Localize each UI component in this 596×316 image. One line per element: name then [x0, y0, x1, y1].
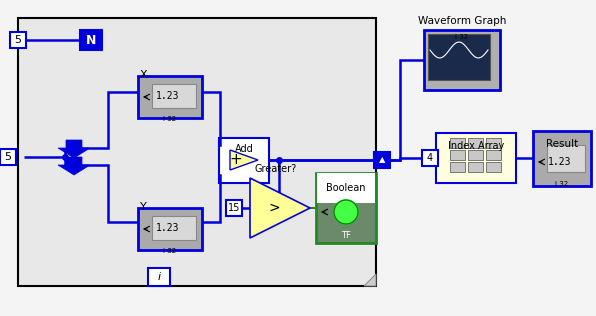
Bar [450, 150, 465, 160]
Text: I 32: I 32 [455, 34, 468, 40]
Text: X: X [140, 70, 148, 80]
Text: Result: Result [546, 139, 578, 149]
Text: I 32: I 32 [163, 248, 176, 254]
Text: TF: TF [341, 230, 351, 240]
Text: Index Array: Index Array [448, 141, 504, 151]
Bar [18, 18, 376, 286]
Bar [0, 149, 16, 165]
Bar [428, 34, 490, 80]
Polygon shape [58, 140, 90, 158]
Bar [219, 138, 269, 183]
Bar [80, 30, 102, 50]
Text: >: > [268, 201, 280, 215]
Bar [152, 216, 196, 240]
Text: N: N [86, 33, 96, 46]
Text: Y: Y [140, 202, 147, 212]
Bar [468, 150, 483, 160]
Text: Boolean: Boolean [326, 183, 366, 193]
Bar [316, 173, 376, 243]
Bar [138, 208, 202, 250]
Bar [138, 76, 202, 118]
Bar [226, 200, 242, 216]
Text: Add: Add [235, 144, 253, 154]
Bar [547, 145, 585, 172]
Bar [422, 150, 438, 166]
Polygon shape [250, 178, 310, 238]
Text: I 32: I 32 [555, 181, 569, 187]
Bar [374, 152, 390, 168]
Bar [148, 268, 170, 286]
Bar [486, 150, 501, 160]
Bar [468, 162, 483, 172]
Text: 1.23: 1.23 [156, 91, 179, 101]
Bar [468, 138, 483, 148]
Text: Waveform Graph: Waveform Graph [418, 16, 506, 26]
Bar [486, 138, 501, 148]
Text: 4: 4 [427, 153, 433, 163]
Bar [533, 131, 591, 186]
Bar [436, 133, 516, 183]
Text: i: i [157, 272, 160, 282]
Bar [486, 162, 501, 172]
Bar [10, 32, 26, 48]
Bar [450, 162, 465, 172]
Circle shape [334, 200, 358, 224]
Bar [450, 138, 465, 148]
Text: 1.23: 1.23 [156, 223, 179, 233]
Text: ▲: ▲ [378, 155, 385, 165]
Text: I 32: I 32 [163, 116, 176, 122]
Bar [424, 30, 500, 90]
Text: +: + [229, 153, 243, 167]
Text: 1.23: 1.23 [548, 157, 572, 167]
Polygon shape [58, 157, 90, 175]
Text: 5: 5 [14, 35, 21, 45]
Polygon shape [230, 150, 258, 170]
Bar [152, 84, 196, 108]
Text: 15: 15 [228, 203, 240, 213]
Text: Greater?: Greater? [255, 164, 297, 174]
Polygon shape [364, 274, 376, 286]
Text: 5: 5 [5, 152, 11, 162]
